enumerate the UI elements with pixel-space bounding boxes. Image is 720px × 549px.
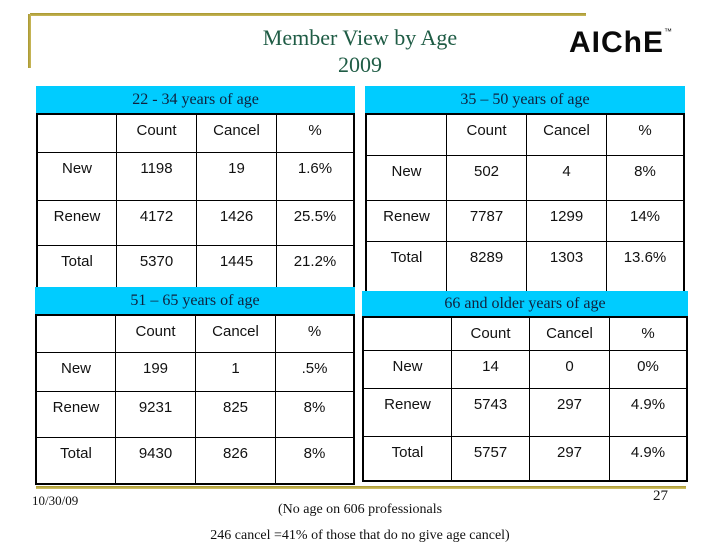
cell-count: 9231 bbox=[116, 392, 196, 438]
footer-note-line1: (No age on 606 professionals bbox=[277, 502, 443, 517]
cell-pct: .5% bbox=[276, 353, 353, 392]
cell-cancel: 19 bbox=[197, 153, 277, 201]
row-label: New bbox=[364, 351, 452, 389]
cell-cancel: 1 bbox=[196, 353, 276, 392]
column-header-count: Count bbox=[117, 115, 197, 153]
table-grid: Count Cancel % New 14 0 0% Renew 5743 29… bbox=[362, 316, 688, 482]
cell-cancel: 826 bbox=[196, 438, 276, 483]
gold-bottom-rule bbox=[36, 486, 686, 489]
row-label: New bbox=[367, 156, 447, 201]
corner-cell bbox=[37, 316, 116, 353]
cell-cancel: 825 bbox=[196, 392, 276, 438]
cell-pct: 8% bbox=[303, 445, 326, 462]
row-label: Total bbox=[38, 246, 117, 287]
cell-pct: 4.9% bbox=[630, 444, 666, 461]
corner-cell bbox=[364, 318, 452, 351]
cell-count: 8289 bbox=[447, 242, 527, 292]
slide-title-line1: Member View by Age bbox=[262, 25, 458, 50]
cell-pct: 0% bbox=[610, 351, 686, 389]
table-grid: Count Cancel % New 199 1 .5% Renew 9231 … bbox=[35, 314, 355, 485]
table-grid: Count Cancel % New 1198 19 1.6% Renew 41… bbox=[36, 113, 355, 289]
slide-title-line2: 2009 bbox=[338, 52, 382, 77]
column-header-cancel: Cancel bbox=[530, 318, 610, 351]
slide-page-number: 27 bbox=[653, 488, 668, 504]
column-header-count: Count bbox=[452, 318, 530, 351]
table-age-51-65: 51 – 65 years of age Count Cancel % New … bbox=[35, 287, 355, 485]
row-label: New bbox=[37, 353, 116, 392]
table-grid: Count Cancel % New 502 4 8% Renew 7787 1… bbox=[365, 113, 685, 294]
cell-cancel: 297 bbox=[530, 437, 610, 480]
cell-pct: 1.6% bbox=[277, 153, 353, 201]
corner-cell bbox=[367, 115, 447, 156]
cell-count: 7787 bbox=[447, 201, 527, 242]
cell-pct: 21.2% bbox=[293, 253, 337, 270]
trademark-symbol: ™ bbox=[664, 27, 672, 36]
cell-cancel: 4 bbox=[527, 156, 607, 201]
column-header-cancel: Cancel bbox=[196, 316, 276, 353]
cell-count: 5370 bbox=[117, 246, 197, 287]
cell-cancel: 0 bbox=[530, 351, 610, 389]
row-label: Total bbox=[364, 437, 452, 480]
cell-pct: 4.9% bbox=[610, 389, 686, 437]
table-age-22-34: 22 - 34 years of age Count Cancel % New … bbox=[36, 86, 355, 289]
column-header-count: Count bbox=[447, 115, 527, 156]
table-age-35-50: 35 – 50 years of age Count Cancel % New … bbox=[365, 86, 685, 294]
column-header-pct: % bbox=[277, 115, 353, 153]
cell-count: 4172 bbox=[117, 201, 197, 246]
cell-cancel: 297 bbox=[530, 389, 610, 437]
cell-count: 9430 bbox=[116, 438, 196, 483]
footer-note: (No age on 606 professionals 246 cancel … bbox=[0, 497, 720, 549]
gold-left-rule bbox=[28, 14, 31, 68]
table-title-22-34: 22 - 34 years of age bbox=[36, 86, 355, 113]
table-age-66-older: 66 and older years of age Count Cancel %… bbox=[362, 291, 688, 482]
corner-cell bbox=[38, 115, 117, 153]
cell-pct: 8% bbox=[276, 392, 353, 438]
cell-pct: 8% bbox=[607, 156, 683, 201]
slide-title: Member View by Age 2009 bbox=[0, 24, 720, 78]
cell-count: 502 bbox=[447, 156, 527, 201]
row-label: Renew bbox=[364, 389, 452, 437]
cell-cancel: 1445 bbox=[197, 246, 277, 287]
aiche-logo-text: AIChE bbox=[569, 26, 664, 59]
table-title-51-65: 51 – 65 years of age bbox=[35, 287, 355, 314]
column-header-count: Count bbox=[116, 316, 196, 353]
table-title-35-50: 35 – 50 years of age bbox=[365, 86, 685, 113]
aiche-logo: AIChE™ bbox=[569, 26, 672, 60]
column-header-cancel: Cancel bbox=[527, 115, 607, 156]
cell-cancel: 1426 bbox=[197, 201, 277, 246]
row-label: New bbox=[38, 153, 117, 201]
row-label: Renew bbox=[38, 201, 117, 246]
cell-count: 1198 bbox=[117, 153, 197, 201]
column-header-pct: % bbox=[610, 318, 686, 351]
cell-cancel: 1303 bbox=[527, 242, 607, 292]
column-header-pct: % bbox=[607, 115, 683, 156]
column-header-cancel: Cancel bbox=[197, 115, 277, 153]
footer-note-line2: 246 cancel =41% of those that do no give… bbox=[210, 528, 510, 543]
cell-pct: 14% bbox=[607, 201, 683, 242]
row-label: Total bbox=[367, 242, 447, 292]
cell-count: 14 bbox=[452, 351, 530, 389]
gold-top-rule bbox=[30, 13, 586, 16]
cell-cancel: 1299 bbox=[527, 201, 607, 242]
cell-pct: 25.5% bbox=[277, 201, 353, 246]
cell-count: 5757 bbox=[452, 437, 530, 480]
cell-count: 199 bbox=[116, 353, 196, 392]
cell-pct: 13.6% bbox=[623, 249, 667, 266]
row-label: Renew bbox=[367, 201, 447, 242]
row-label: Total bbox=[37, 438, 116, 483]
column-header-pct: % bbox=[276, 316, 353, 353]
table-title-66-older: 66 and older years of age bbox=[362, 291, 688, 316]
cell-count: 5743 bbox=[452, 389, 530, 437]
row-label: Renew bbox=[37, 392, 116, 438]
footer-date: 10/30/09 bbox=[32, 493, 79, 508]
